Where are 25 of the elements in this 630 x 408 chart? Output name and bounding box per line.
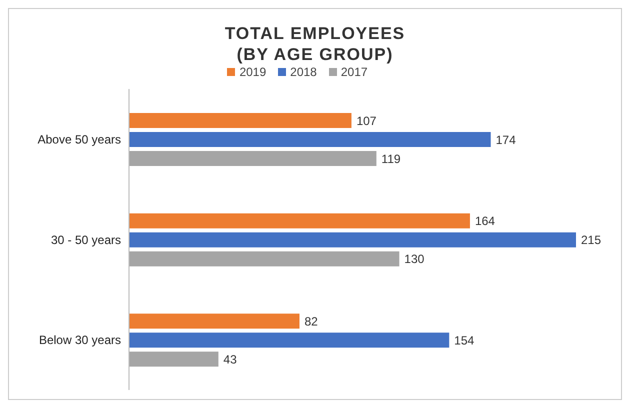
data-label: 107 bbox=[356, 114, 377, 128]
data-label: 215 bbox=[581, 233, 602, 248]
bar bbox=[129, 213, 470, 228]
bar bbox=[129, 352, 218, 367]
data-label: 154 bbox=[454, 333, 475, 348]
y-tick-label: Below 30 years bbox=[38, 333, 121, 348]
data-label: 164 bbox=[474, 214, 496, 228]
bar bbox=[129, 151, 376, 166]
bar bbox=[129, 132, 491, 147]
y-tick-label: 30 - 50 years bbox=[50, 232, 121, 247]
bar bbox=[129, 332, 450, 348]
bar bbox=[129, 113, 352, 128]
legend-label: 2019 bbox=[238, 65, 266, 79]
bar bbox=[129, 314, 300, 329]
data-label: 43 bbox=[223, 352, 238, 366]
data-label: 119 bbox=[381, 152, 401, 166]
bar bbox=[129, 232, 576, 248]
legend-label: 2017 bbox=[340, 65, 368, 79]
legend-label: 2018 bbox=[289, 65, 317, 79]
chart-title: TOTAL EMPLOYEES (BY AGE GROUP) bbox=[224, 23, 406, 65]
data-label: 174 bbox=[496, 132, 516, 147]
data-label: 130 bbox=[404, 252, 425, 266]
bar bbox=[129, 251, 400, 266]
data-label: 82 bbox=[304, 314, 318, 328]
y-tick-label: Above 50 years bbox=[38, 132, 121, 146]
